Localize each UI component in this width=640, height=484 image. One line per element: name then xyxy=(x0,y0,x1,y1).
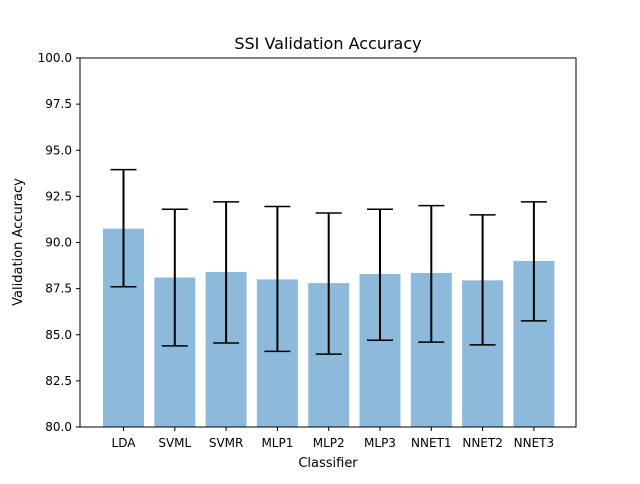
x-axis: LDA SVML SVMR MLP1 MLP2 MLP3 NNET1 NNET2 NNET3 xyxy=(112,427,555,450)
y-tick-label: 87.5 xyxy=(45,282,72,296)
y-tick-label: 90.0 xyxy=(45,236,72,250)
errorbar-mlp3 xyxy=(367,208,393,342)
y-tick-label: 80.0 xyxy=(45,420,72,434)
y-tick-label: 100.0 xyxy=(38,51,72,65)
x-tick-label: MLP3 xyxy=(364,436,396,450)
errorbar-lda xyxy=(110,168,137,288)
x-tick-label: NNET1 xyxy=(411,436,452,450)
errorbar-svml xyxy=(161,208,188,347)
x-tick-label: LDA xyxy=(112,436,137,450)
y-tick-label: 85.0 xyxy=(45,328,72,342)
bars-layer xyxy=(103,228,555,427)
x-tick-label: MLP1 xyxy=(261,436,293,450)
errorbar-mlp2 xyxy=(315,212,342,355)
x-tick-label: NNET3 xyxy=(514,436,555,450)
y-tick-label: 82.5 xyxy=(45,374,72,388)
x-tick-label: SVMR xyxy=(209,436,244,450)
y-axis-label: Validation Accuracy xyxy=(11,178,26,306)
errorbars-layer xyxy=(110,168,547,355)
errorbar-nnet2 xyxy=(469,214,496,346)
y-tick-label: 95.0 xyxy=(45,143,72,157)
y-axis: 80.0 82.5 85.0 87.5 90.0 92.5 95.0 97.5 100.0 xyxy=(38,51,80,434)
x-tick-label: MLP2 xyxy=(313,436,345,450)
y-tick-label: 97.5 xyxy=(45,97,72,111)
x-tick-label: NNET2 xyxy=(462,436,503,450)
x-tick-label: SVML xyxy=(158,436,191,450)
chart-title: SSI Validation Accuracy xyxy=(234,34,421,53)
errorbar-nnet1 xyxy=(418,204,445,343)
errorbar-mlp1 xyxy=(264,205,291,353)
errorbar-nnet3 xyxy=(520,201,547,322)
errorbar-svmr xyxy=(213,201,240,344)
x-axis-label: Classifier xyxy=(298,456,358,471)
y-tick-label: 92.5 xyxy=(45,189,72,203)
